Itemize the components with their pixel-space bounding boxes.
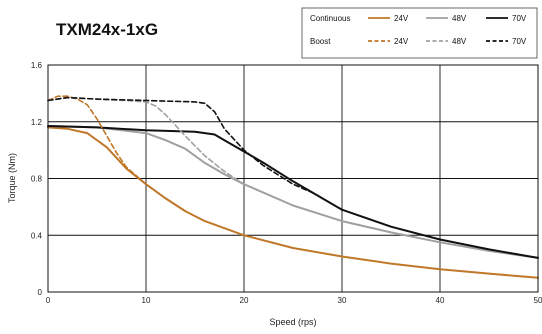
- legend-items: 24V 48V 70V 24V 48V 70V: [368, 14, 527, 46]
- y-tick-label-3: 1.2: [31, 118, 43, 127]
- legend-label-boost-24v: 24V: [394, 37, 409, 46]
- x-tick-label-4: 40: [436, 296, 445, 305]
- series-line-continuous-48v: [47, 125, 539, 259]
- x-axis-label: Speed (rps): [269, 317, 316, 327]
- series-layer: [47, 95, 539, 279]
- series-line-boost-24v: [47, 95, 186, 212]
- legend-box: [301, 7, 538, 59]
- y-axis-label: Torque (Nm): [7, 153, 17, 203]
- y-tick-label-2: 0.8: [31, 175, 43, 184]
- tick-labels: 0 10 20 30 40 50 0 0.4 0.8 1.2 1.6: [31, 61, 542, 305]
- x-tick-label-3: 30: [338, 296, 347, 305]
- legend-row-label-boost: Boost: [310, 37, 331, 46]
- legend-label-continuous-48v: 48V: [452, 14, 467, 23]
- legend-label-boost-70v: 70V: [512, 37, 527, 46]
- legend-row-label-continuous: Continuous: [310, 14, 350, 23]
- series-line-boost-70v: [47, 96, 314, 194]
- series-line-continuous-24v: [47, 126, 539, 279]
- x-tick-label-1: 10: [142, 296, 151, 305]
- x-tick-label-0: 0: [46, 296, 51, 305]
- series-line-continuous-70v: [47, 125, 539, 259]
- legend-label-continuous-24v: 24V: [394, 14, 409, 23]
- plot-frame: [47, 64, 539, 293]
- y-tick-label-0: 0: [38, 288, 43, 297]
- y-tick-label-4: 1.6: [31, 61, 43, 70]
- x-tick-label-5: 50: [534, 296, 542, 305]
- x-tick-label-2: 20: [240, 296, 249, 305]
- legend: Continuous Boost 24V 48V 70V 24V 48V 70V: [301, 7, 538, 59]
- legend-label-boost-48v: 48V: [452, 37, 467, 46]
- chart-title: TXM24x-1xG: [56, 20, 158, 39]
- legend-label-continuous-70v: 70V: [512, 14, 527, 23]
- y-tick-label-1: 0.4: [31, 231, 43, 240]
